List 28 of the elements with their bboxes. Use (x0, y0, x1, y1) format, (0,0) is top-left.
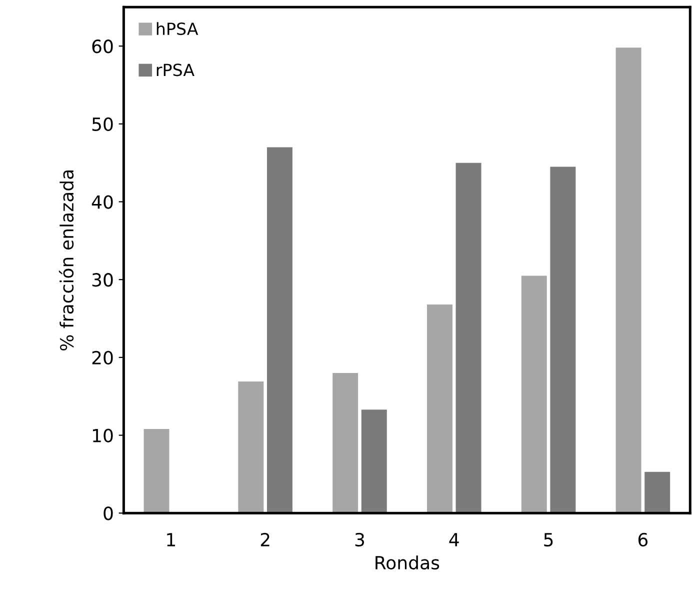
bar (144, 429, 170, 514)
y-tick-label: 60 (92, 40, 113, 54)
bar (521, 276, 547, 514)
bar (361, 410, 387, 514)
bar (426, 304, 452, 514)
bar (332, 372, 358, 514)
y-tick-label: 20 (92, 350, 113, 365)
bar (456, 162, 482, 514)
legend-label: hPSA (156, 22, 198, 36)
x-tick-label: 3 (355, 532, 364, 547)
x-tick-label: 4 (449, 533, 459, 546)
legend-label: rPSA (156, 64, 194, 76)
bar (238, 382, 264, 514)
x-tick-label: 1 (167, 533, 175, 546)
y-tick-label: 50 (92, 117, 113, 132)
bar (616, 48, 642, 514)
x-tick-label: 5 (544, 533, 553, 547)
bar (266, 147, 292, 514)
y-tick-label: 10 (92, 428, 113, 442)
y-tick-label: 0 (104, 506, 113, 520)
x-tick-label: 6 (638, 532, 648, 547)
x-axis-title: Rondas (376, 556, 440, 570)
bar (644, 472, 670, 514)
x-tick-label: 2 (260, 532, 270, 546)
y-axis-title: % fracción enlazada (58, 170, 74, 350)
y-tick-label: 30 (92, 273, 113, 287)
bar (550, 166, 576, 514)
y-tick-label: 40 (92, 195, 113, 209)
